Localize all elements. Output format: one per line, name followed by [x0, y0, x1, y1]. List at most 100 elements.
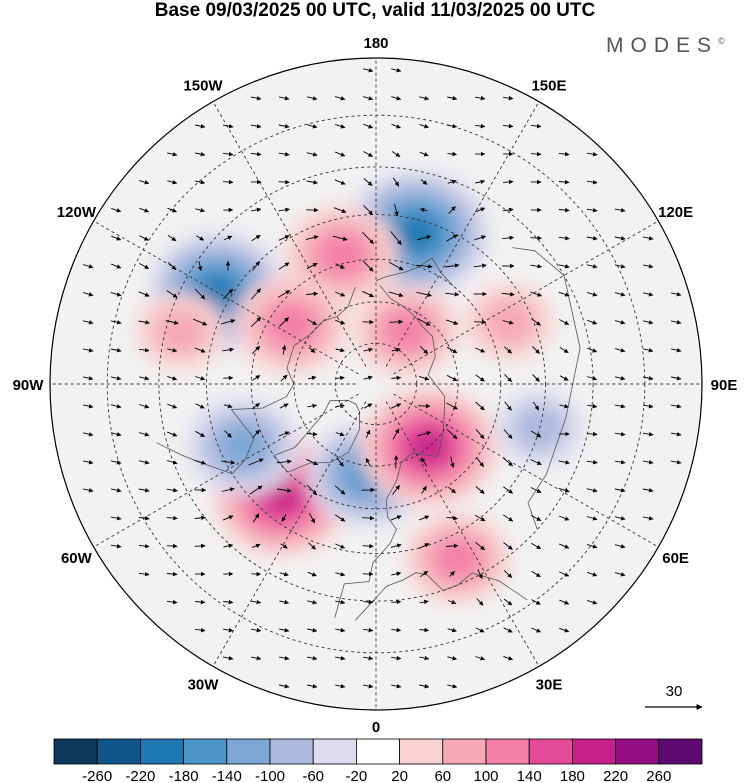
wind-arrow	[279, 627, 290, 633]
wind-arrow	[167, 375, 178, 381]
wind-arrow	[166, 431, 178, 437]
high-anomaly	[434, 539, 481, 579]
wind-arrow	[194, 347, 206, 353]
wind-arrow	[82, 460, 94, 465]
coastline	[512, 247, 581, 530]
wind-arrow	[362, 260, 374, 272]
wind-arrow	[251, 627, 262, 633]
wind-arrow	[390, 68, 402, 73]
wind-arrow	[335, 572, 346, 577]
colorbar-swatch	[528, 738, 573, 765]
globe-border	[49, 57, 703, 711]
wind-arrow	[474, 319, 487, 325]
wind-arrow	[531, 627, 542, 633]
wind-arrow	[389, 319, 404, 325]
wind-arrow	[363, 627, 374, 633]
wind-arrow	[138, 432, 150, 437]
wind-arrow	[279, 599, 290, 605]
wind-arrow	[503, 429, 513, 439]
wind-arrow	[614, 207, 626, 213]
wind-arrow	[447, 123, 458, 129]
wind-arrow	[306, 180, 318, 185]
wind-arrow	[419, 96, 430, 101]
wind-arrow	[419, 683, 430, 689]
coastline	[355, 572, 528, 621]
colorbar-tick-label: -220	[125, 768, 155, 783]
colorbar-swatch	[399, 738, 444, 765]
wind-arrow	[224, 430, 232, 438]
wind-arrow	[110, 320, 122, 325]
wind-arrow	[167, 234, 177, 242]
wind-arrow	[334, 151, 346, 157]
wind-arrow	[587, 347, 598, 353]
wind-arrow	[167, 261, 177, 271]
wind-arrow	[332, 235, 348, 242]
wind-arrow	[365, 429, 371, 439]
wind-arrow	[445, 319, 459, 325]
colorbar-tick-label: -60	[302, 768, 324, 783]
wind-arrow	[362, 68, 374, 73]
wind-arrow	[194, 627, 206, 633]
wind-arrow	[278, 151, 290, 157]
wind-arrow	[307, 627, 318, 633]
wind-arrow	[419, 570, 429, 578]
wind-arrow	[307, 600, 318, 605]
longitude-labels: 180 150E 120E 90E 60E 30E 0 30W 60W 90W 120W 150W	[13, 35, 738, 736]
wind-arrow	[363, 655, 374, 661]
wind-arrow	[449, 571, 455, 577]
longitude-label: 150E	[531, 77, 566, 94]
wind-arrow	[280, 374, 288, 382]
wind-arrow	[446, 374, 458, 382]
wind-arrow	[250, 123, 262, 129]
longitude-label: 30W	[188, 677, 220, 694]
wind-arrow	[306, 291, 319, 297]
wind-arrow	[670, 348, 682, 353]
wind-arrow	[333, 207, 347, 213]
wind-arrow	[334, 514, 346, 522]
wind-arrow	[503, 598, 513, 606]
wind-arrow	[614, 236, 626, 241]
wind-arrow	[363, 96, 374, 101]
map-title: Base 09/03/2025 00 UTC, valid 11/03/2025…	[154, 0, 596, 21]
wind-arrow	[417, 318, 431, 326]
wind-arrow	[251, 345, 261, 355]
wind-arrow	[138, 376, 150, 381]
wind-arrow	[165, 320, 179, 325]
wind-arrow	[558, 515, 570, 521]
wind-arrow	[559, 347, 569, 353]
wind-arrow	[251, 599, 262, 605]
wind-arrow	[223, 235, 233, 241]
wind-arrow	[279, 403, 289, 409]
wind-arrow	[642, 516, 654, 521]
wind-arrow	[419, 151, 429, 157]
wind-arrow	[502, 207, 514, 213]
wind-arrow	[167, 180, 178, 185]
wind-arrow	[614, 572, 626, 577]
wind-arrow	[306, 152, 318, 157]
wind-arrow	[390, 231, 402, 245]
wind-arrow	[308, 512, 316, 524]
wind-arrow	[530, 430, 542, 438]
wind-arrow	[251, 655, 262, 661]
wind-arrow	[530, 459, 542, 465]
wind-arrow	[138, 571, 150, 577]
wind-arrow	[475, 429, 485, 440]
vector-key-label: 30	[666, 683, 683, 700]
wind-arrow	[558, 291, 570, 297]
wind-arrow	[420, 179, 428, 185]
meridian	[393, 393, 659, 548]
wind-arrow	[586, 459, 598, 465]
wind-arrow	[475, 627, 485, 633]
wind-arrow	[110, 376, 122, 381]
wind-arrow	[503, 655, 514, 661]
wind-arrow	[559, 403, 569, 409]
wind-arrow	[447, 95, 458, 101]
wind-arrow	[475, 541, 486, 551]
wind-arrow	[614, 516, 626, 521]
wind-arrow	[503, 627, 513, 633]
wind-arrow	[502, 320, 514, 325]
wind-arrow	[642, 403, 654, 409]
wind-arrow	[475, 401, 485, 411]
wind-arrow	[251, 234, 261, 242]
